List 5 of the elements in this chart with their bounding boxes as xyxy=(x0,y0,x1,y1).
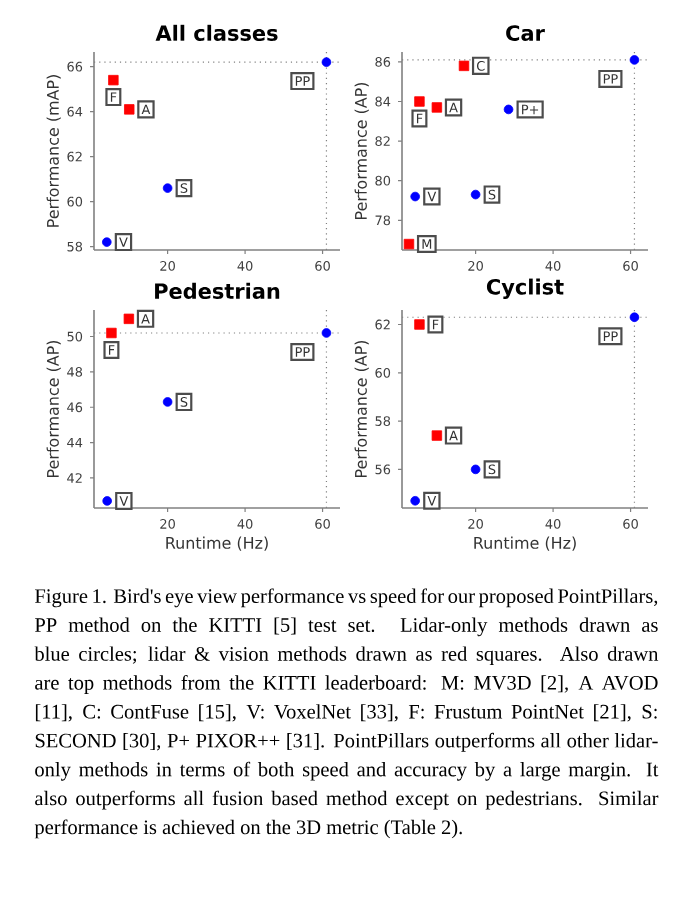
chart-title: Pedestrian xyxy=(155,282,280,299)
text: Figure 1. Bird's eye view performance vs speed for our proposed PointPillars, PP method on the KITTI [5] test set. Lidar-only methods drawn as blue circles; lidar & vision methods drawn as red squares. Also drawn are top methods from the KITTI leaderboard: M: MV3D [2], A AVOD [11], C: ContFuse [15], V: VoxelNet [33], F: Frustum PointNet [21], S: SECOND [30], P+ PIXOR++ [31]. PointPillars outperforms all other lidar-only methods in terms of both speed and accuracy by a large margin. It also outperforms all fusion based method except on pedestrians. Similar performance is achieved on the 3D metric (Table 2). xyxy=(34,588,659,839)
chart-title: All classes xyxy=(155,24,278,41)
chart-title: Cyclist xyxy=(486,278,564,299)
chart-title: Car xyxy=(506,25,545,41)
